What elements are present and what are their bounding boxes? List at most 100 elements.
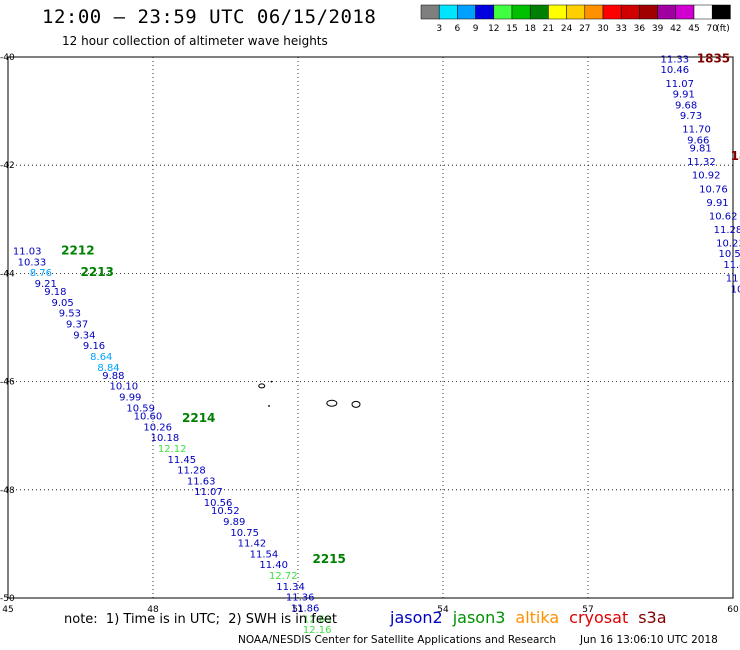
x-tick-label: 54 (437, 605, 449, 615)
wave-height-reading: 9.66 (687, 136, 709, 147)
wave-height-reading: 9.21 (35, 279, 57, 290)
legend-label: 12 (488, 24, 499, 34)
pass-id-label: 18 (731, 149, 740, 163)
wave-height-reading: 9.73 (680, 111, 702, 122)
satellite-cryosat: cryosat (569, 608, 629, 627)
wave-height-reading: 11.36 (286, 593, 315, 604)
y-tick-label: -42 (0, 161, 15, 171)
wave-height-reading: 10.52 (211, 506, 240, 517)
y-tick-label: -50 (0, 594, 15, 604)
wave-height-reading: 11.07 (194, 487, 223, 498)
legend-label: 9 (473, 24, 479, 34)
page-title: 12:00 – 23:59 UTC 06/15/2018 (42, 6, 377, 28)
pass-id-label: 2215 (313, 552, 346, 566)
wave-height-reading: 11.54 (250, 549, 279, 560)
pass-id-label: 2214 (182, 411, 215, 425)
wave-height-reading: 9.91 (706, 198, 728, 209)
wave-height-reading: 9.88 (102, 371, 124, 382)
x-tick-label: 48 (147, 605, 159, 615)
wave-height-reading: 11.42 (238, 539, 267, 550)
island-outline (326, 399, 338, 407)
satellite-key: jason2 jason3 altika cryosat s3a (390, 608, 677, 627)
wave-height-reading: 8.76 (30, 268, 52, 279)
legend-label: 70 (706, 24, 718, 34)
island-outline (351, 400, 361, 408)
color-legend: 3 6 9 12 15 18 21 24 27 30 33 36 39 42 45 70(ft) (420, 4, 731, 34)
wave-height-reading: 11.34 (276, 582, 305, 593)
wave-height-reading: 10.62 (709, 211, 738, 222)
wave-height-reading: 9.34 (73, 330, 95, 341)
wave-height-reading: 10.5 (719, 249, 740, 260)
legend-label: 45 (688, 24, 699, 34)
legend-swatch (711, 4, 731, 20)
wave-height-reading: 11.63 (187, 476, 216, 487)
footnote: note: 1) Time is in UTC; 2) SWH is in fe… (64, 612, 337, 627)
wave-height-reading: 11.28 (177, 466, 206, 477)
satellite-altika: altika (515, 608, 560, 627)
satellite-jason2: jason2 (390, 608, 443, 627)
y-tick-label: -40 (0, 53, 15, 63)
wave-height-reading: 10.23 (716, 238, 740, 249)
wave-height-reading: 10.92 (692, 171, 721, 182)
credit-line: NOAA/NESDIS Center for Satellite Applica… (238, 634, 556, 646)
y-tick-label: -48 (0, 486, 15, 496)
legend-unit: (ft) (716, 24, 730, 34)
legend-label: 42 (670, 24, 681, 34)
wave-height-reading: 9.16 (83, 341, 105, 352)
wave-height-reading: 10.26 (143, 422, 172, 433)
wave-height-reading: 9.37 (66, 320, 88, 331)
wave-height-reading: 9.99 (119, 393, 141, 404)
island-outline (258, 383, 266, 389)
wave-height-reading: 10.18 (151, 433, 180, 444)
legend-label: 36 (634, 24, 646, 34)
y-tick-label: -46 (0, 378, 15, 388)
wave-height-reading: 10.75 (230, 528, 259, 539)
x-tick-label: 45 (2, 605, 13, 615)
legend-label: 27 (579, 24, 590, 34)
wave-height-reading: 9.91 (673, 90, 695, 101)
pass-id-label: 2212 (61, 243, 94, 257)
x-tick-label: 51 (292, 605, 303, 615)
wave-height-reading: 11.45 (168, 455, 197, 466)
wave-height-reading: 11.33 (661, 54, 690, 65)
legend-label: 15 (506, 24, 517, 34)
wave-height-reading: 8.64 (90, 352, 112, 363)
map-frame (7, 56, 734, 599)
wave-height-reading: 11.07 (665, 79, 694, 90)
legend-label: 33 (615, 24, 626, 34)
wave-height-reading: 9.68 (675, 100, 697, 111)
islet-dot (268, 405, 270, 407)
legend-label: 39 (652, 24, 664, 34)
wave-height-reading: 10.33 (18, 257, 47, 268)
wave-height-reading: 11.86 (291, 604, 320, 615)
wave-height-reading: 11.32 (687, 157, 716, 168)
wave-height-reading: 11.28 (714, 225, 740, 236)
wave-height-reading: 10 (731, 284, 740, 295)
wave-height-reading: 10.76 (699, 184, 728, 195)
legend-label: 3 (436, 24, 442, 34)
wave-height-reading: 11.4 (723, 260, 740, 271)
satellite-jason3: jason3 (452, 608, 506, 627)
wave-height-reading: 10.59 (126, 403, 155, 414)
wave-height-reading: 12.12 (158, 444, 187, 455)
generation-timestamp: Jun 16 13:06:10 UTC 2018 (580, 634, 718, 646)
wave-height-reading: 10.60 (134, 411, 163, 422)
wave-height-reading: 11.03 (13, 246, 42, 257)
wave-height-reading: 10.56 (204, 498, 233, 509)
x-tick-label: 57 (582, 605, 593, 615)
wave-height-reading: 12.16 (303, 625, 332, 636)
wave-height-reading: 11.70 (682, 125, 711, 136)
legend-label: 30 (597, 24, 609, 34)
page-subtitle: 12 hour collection of altimeter wave hei… (62, 34, 328, 48)
wave-height-reading: 11.40 (259, 560, 288, 571)
islet-dot (270, 380, 273, 383)
wave-height-reading: 10.10 (110, 382, 139, 393)
wave-height-reading: 9.81 (690, 144, 712, 155)
wave-height-reading: 9.89 (223, 517, 245, 528)
wave-height-reading: 11 (726, 274, 739, 285)
legend-label: 21 (543, 24, 554, 34)
wave-height-reading: 10.46 (661, 65, 690, 76)
wave-height-reading: 12.69 (303, 614, 332, 625)
legend-label: 6 (455, 24, 461, 34)
